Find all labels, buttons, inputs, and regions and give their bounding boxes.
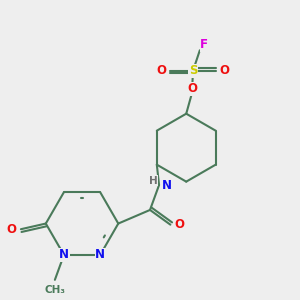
Text: CH₃: CH₃ bbox=[44, 285, 65, 295]
Text: H: H bbox=[149, 176, 158, 185]
Text: F: F bbox=[200, 38, 208, 51]
Text: S: S bbox=[189, 64, 197, 77]
Text: O: O bbox=[7, 223, 17, 236]
Text: N: N bbox=[59, 248, 69, 261]
Text: O: O bbox=[174, 218, 184, 231]
Text: N: N bbox=[162, 178, 172, 191]
Text: O: O bbox=[220, 64, 230, 77]
Text: O: O bbox=[156, 64, 166, 77]
Text: N: N bbox=[95, 248, 105, 261]
Text: O: O bbox=[187, 82, 197, 95]
